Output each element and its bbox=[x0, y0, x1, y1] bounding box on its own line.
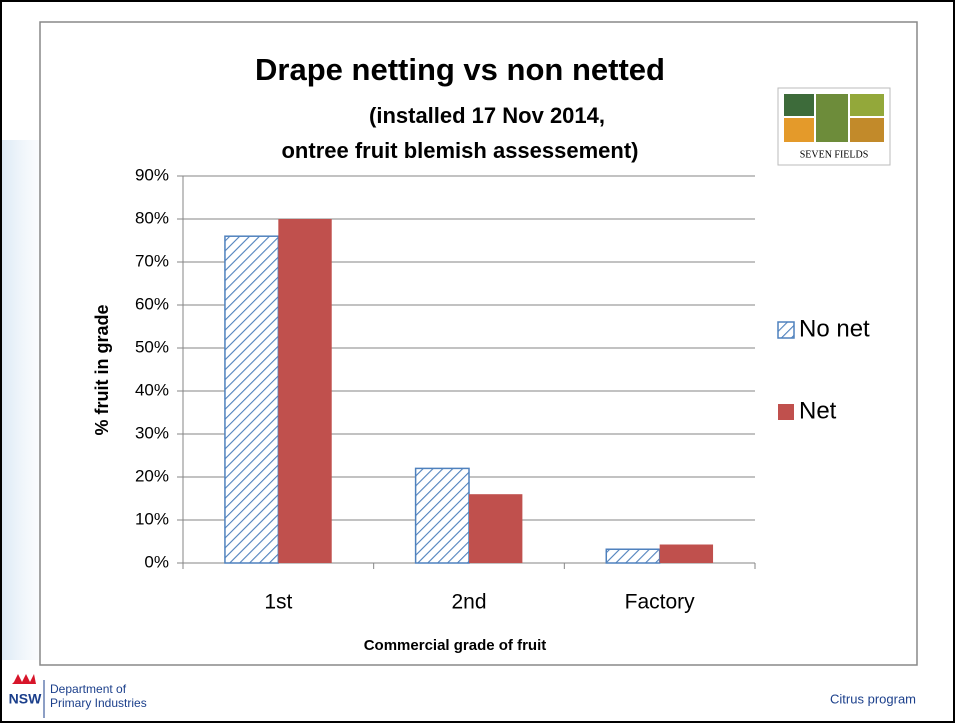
y-tick-label: 20% bbox=[135, 466, 169, 485]
bar bbox=[469, 494, 523, 563]
legend-swatch bbox=[777, 321, 795, 339]
bar bbox=[278, 219, 332, 563]
y-tick-label: 10% bbox=[135, 509, 169, 528]
legend-label: Net bbox=[799, 397, 837, 424]
y-tick-label: 60% bbox=[135, 294, 169, 313]
footer-mark: NSW bbox=[9, 691, 42, 707]
logo-tile bbox=[784, 94, 814, 116]
footer-org: Department of bbox=[50, 682, 127, 696]
logo-tile bbox=[850, 118, 884, 142]
y-tick-label: 0% bbox=[144, 552, 169, 571]
x-tick-label: Factory bbox=[625, 591, 696, 614]
logo-tile bbox=[784, 118, 814, 142]
legend-label: No net bbox=[799, 315, 870, 342]
y-tick-label: 70% bbox=[135, 251, 169, 270]
x-tick-label: 2nd bbox=[451, 591, 486, 614]
x-tick-label: 1st bbox=[264, 591, 292, 614]
x-axis-label: Commercial grade of fruit bbox=[364, 637, 547, 654]
bar bbox=[659, 544, 714, 563]
y-axis-label: % fruit in grade bbox=[92, 304, 112, 435]
logo: SEVEN FIELDS bbox=[777, 87, 891, 166]
waratah-icon bbox=[12, 674, 36, 684]
y-tick-label: 40% bbox=[135, 380, 169, 399]
y-tick-label: 30% bbox=[135, 423, 169, 442]
footer: NSW Department of Primary Industries Cit… bbox=[9, 674, 916, 718]
chart-title: Drape netting vs non netted bbox=[255, 52, 665, 87]
bar bbox=[414, 467, 470, 564]
bar bbox=[224, 235, 280, 564]
y-tick-label: 90% bbox=[135, 165, 169, 184]
y-tick-label: 50% bbox=[135, 337, 169, 356]
footer-program: Citrus program bbox=[830, 691, 916, 706]
y-tick-label: 80% bbox=[135, 208, 169, 227]
chart-subtitle: (installed 17 Nov 2014, bbox=[369, 103, 605, 128]
footer-org: Primary Industries bbox=[50, 696, 147, 710]
bar bbox=[605, 548, 661, 564]
chart-subtitle: ontree fruit blemish assessement) bbox=[281, 138, 638, 163]
legend-swatch bbox=[778, 404, 794, 420]
logo-text: SEVEN FIELDS bbox=[800, 149, 869, 160]
logo-tile bbox=[850, 94, 884, 116]
logo-tile bbox=[816, 94, 848, 142]
